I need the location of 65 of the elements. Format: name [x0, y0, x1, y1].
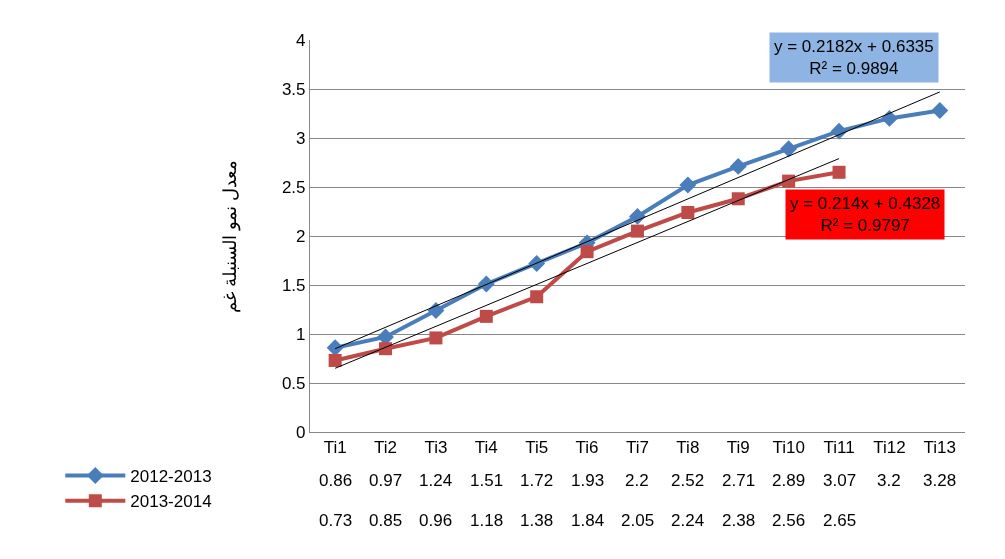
- point: [630, 224, 644, 238]
- data-label: 2.89: [772, 471, 806, 490]
- data-label: 2.2: [625, 471, 649, 490]
- data-label: 0.73: [319, 511, 353, 530]
- y-tick-label: 3.5: [281, 79, 306, 99]
- point: [880, 109, 898, 127]
- x-tick-label: Ti2: [374, 438, 398, 458]
- data-label: 3.28: [923, 471, 957, 490]
- x-tick-label: Ti4: [474, 438, 498, 458]
- x-tick-label: Ti9: [726, 438, 750, 458]
- data-label: 2.38: [722, 511, 756, 530]
- annotation: y = 0.214x + 0.4328 R² = 0.9797: [790, 194, 941, 236]
- point: [580, 245, 594, 259]
- x-tick-label: Ti3: [424, 438, 448, 458]
- data-label: 1.72: [520, 471, 554, 490]
- x-tick-label: Ti1: [323, 438, 347, 458]
- data-label: 0.85: [369, 511, 403, 530]
- data-label: 1.84: [571, 511, 605, 530]
- point: [832, 165, 846, 179]
- data-label: 2.56: [772, 511, 806, 530]
- data-label: 1.38: [520, 511, 554, 530]
- point: [427, 302, 445, 319]
- y-tick-label: 0.5: [281, 373, 306, 393]
- annotation: y = 0.2182x + 0.6335 R² = 0.9894: [774, 37, 934, 79]
- y-axis-title: معدل نمو السنبلة غم: [220, 159, 242, 313]
- point: [530, 290, 544, 304]
- data-label: 0.86: [319, 471, 353, 490]
- point: [681, 205, 695, 219]
- y-tick-label: 0: [296, 422, 306, 442]
- y-tick-label: 1: [296, 324, 306, 344]
- data-label: 0.97: [369, 471, 403, 490]
- data-label: 0.96: [419, 511, 453, 530]
- point: [429, 331, 443, 345]
- data-label: 1.93: [571, 471, 605, 490]
- data-label: 2.65: [823, 511, 857, 530]
- point: [729, 157, 747, 175]
- point: [679, 176, 697, 194]
- y-tick-label: 2: [296, 226, 306, 246]
- data-label: 2.71: [722, 471, 756, 490]
- data-label: 1.18: [470, 511, 504, 530]
- x-tick-label: Ti7: [625, 438, 649, 458]
- point: [931, 102, 949, 120]
- data-label: 1.51: [470, 471, 504, 490]
- point: [780, 140, 798, 158]
- legend-label: 2012-2013: [130, 467, 212, 487]
- x-tick-label: Ti6: [575, 438, 599, 458]
- x-tick-label: Ti12: [873, 438, 906, 458]
- legend-label: 2013-2014: [130, 492, 212, 512]
- y-tick-label: 4: [296, 30, 306, 50]
- data-label: 2.05: [621, 511, 655, 530]
- x-tick-label: Ti8: [676, 438, 700, 458]
- point: [479, 309, 493, 323]
- data-label: 2.52: [671, 471, 705, 490]
- x-tick-label: Ti11: [823, 438, 855, 458]
- y-tick-label: 2.5: [281, 177, 306, 197]
- x-tick-label: Ti5: [525, 438, 549, 458]
- data-label: 3.2: [877, 471, 901, 490]
- x-tick-label: Ti13: [923, 438, 957, 458]
- data-label: 1.24: [419, 471, 453, 490]
- x-tick-label: Ti10: [772, 438, 805, 458]
- data-label: 3.07: [823, 471, 857, 490]
- data-label: 2.24: [671, 511, 705, 530]
- point: [328, 353, 342, 367]
- y-tick-label: 3: [296, 128, 306, 148]
- y-tick-label: 1.5: [281, 275, 306, 295]
